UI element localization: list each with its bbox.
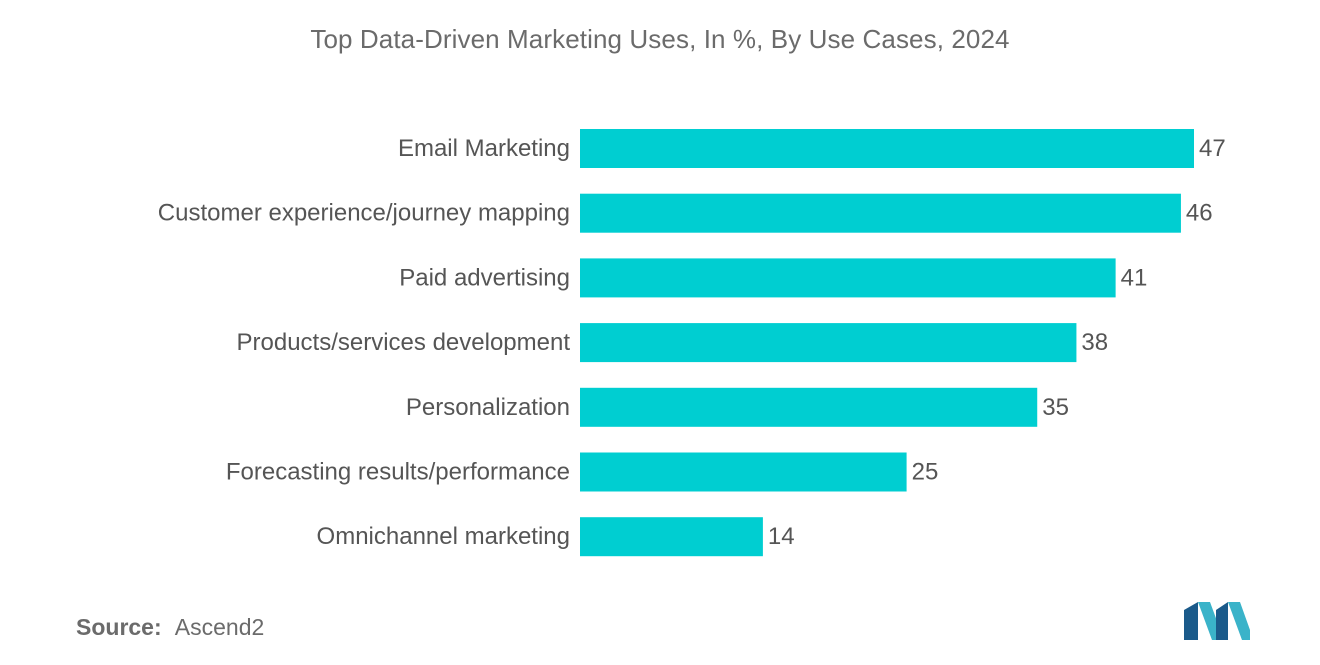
data-label: 41: [1121, 264, 1148, 291]
category-label: Personalization: [406, 394, 570, 421]
logo-shape-left: [1184, 602, 1198, 640]
source-value: Ascend2: [174, 614, 265, 640]
category-label: Products/services development: [237, 329, 571, 356]
source-note: Source: Ascend2: [76, 614, 264, 641]
category-label: Forecasting results/performance: [226, 459, 570, 486]
bar-omnichannel-marketing: [580, 517, 763, 557]
bar-customer-experience-journey-mapping: [580, 193, 1181, 233]
data-label: 25: [912, 459, 939, 486]
bar-paid-advertising: [580, 258, 1116, 298]
bar-personalization: [580, 387, 1038, 427]
mordor-intelligence-logo-icon: [1184, 602, 1250, 640]
source-label: Source:: [76, 614, 162, 640]
data-label: 47: [1199, 135, 1226, 162]
category-label: Omnichannel marketing: [317, 523, 570, 550]
bars-group: Email Marketing 47 Customer experience/jou…: [158, 129, 1226, 557]
bar-products-services-development: [580, 323, 1077, 363]
data-label: 38: [1081, 329, 1108, 356]
category-label: Email Marketing: [398, 135, 570, 162]
data-label: 35: [1042, 394, 1069, 421]
logo-shape-mid: [1216, 602, 1228, 640]
chart-title: Top Data-Driven Marketing Uses, In %, By…: [310, 24, 1010, 54]
bar-forecasting-results-performance: [580, 452, 907, 492]
bar-email-marketing: [580, 129, 1194, 168]
category-label: Paid advertising: [399, 264, 570, 291]
data-label: 46: [1186, 200, 1213, 227]
logo-shape-diag2: [1228, 602, 1250, 640]
data-label: 14: [768, 523, 795, 550]
category-label: Customer experience/journey mapping: [158, 200, 570, 227]
